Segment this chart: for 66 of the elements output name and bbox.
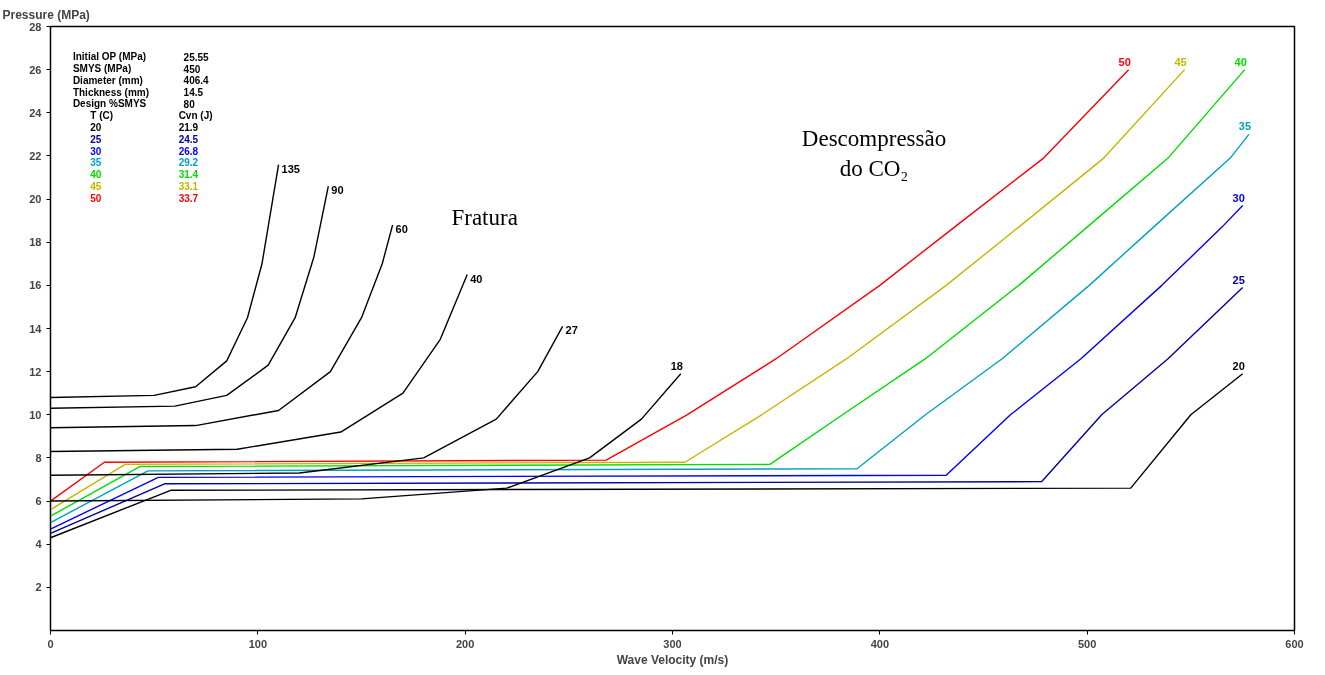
y-tick-label: 16 <box>29 279 42 292</box>
annotation: Cvn (J) <box>178 110 213 122</box>
series-label: 40 <box>1234 55 1247 68</box>
annotation: 406.4 <box>183 75 210 87</box>
annotation: 24.5 <box>178 134 199 145</box>
series-label: 35 <box>1238 120 1252 133</box>
annotation: 30 <box>90 145 102 157</box>
annotation: 45 <box>90 180 102 192</box>
series-label: 135 <box>281 162 300 175</box>
line-series <box>50 204 1244 530</box>
y-tick-label: 28 <box>29 20 42 33</box>
series-label: 60 <box>395 222 408 235</box>
y-tick-label: 10 <box>29 408 42 421</box>
annotation: 50 <box>90 192 102 204</box>
annotation: Design %SMYS <box>72 98 147 110</box>
series-label: 20 <box>1232 359 1245 372</box>
x-tick-label: 400 <box>870 637 890 650</box>
y-tick-label: 6 <box>35 495 42 508</box>
y-tick-label: 8 <box>35 451 42 464</box>
series-label: 90 <box>331 184 344 197</box>
annotation: 33.7 <box>178 192 199 204</box>
y-tick-label: 26 <box>29 63 42 76</box>
x-tick-label: 100 <box>248 637 268 650</box>
annotation: 20 <box>90 122 102 134</box>
y-tick-label: 12 <box>29 365 42 378</box>
y-tick-label: 2 <box>35 581 42 594</box>
annotation: Thickness (mm) <box>72 86 150 98</box>
annotation: 25.55 <box>183 51 210 63</box>
series-label: 50 <box>1118 55 1131 68</box>
series-label: 30 <box>1232 191 1245 204</box>
series-label: 40 <box>470 272 483 285</box>
x-tick-label: 500 <box>1077 637 1097 650</box>
y-tick-label: 20 <box>29 193 42 206</box>
x-axis-title: Wave Velocity (m/s) <box>616 652 729 667</box>
annotation: 40 <box>90 169 102 181</box>
x-tick-label: 0 <box>47 637 54 650</box>
annotation: Diameter (mm) <box>72 74 143 86</box>
annotation: 14.5 <box>183 87 204 99</box>
y-tick-label: 22 <box>29 149 42 162</box>
series-label: 27 <box>565 324 578 337</box>
annotation: 80 <box>183 98 196 110</box>
y-axis-title: Pressure (MPa) <box>2 7 90 22</box>
annotation: 450 <box>183 63 201 75</box>
annotation: 33.1 <box>178 180 199 192</box>
annotation: Initial OP (MPa) <box>72 51 147 63</box>
annotation: 35 <box>90 157 102 169</box>
x-tick-label: 300 <box>663 637 682 650</box>
y-tick-label: 18 <box>29 236 42 249</box>
annotation: Fratura <box>451 205 518 231</box>
annotation: 25 <box>90 134 102 145</box>
y-tick-label: 4 <box>35 538 43 551</box>
series-label: 18 <box>670 359 683 372</box>
annotation: Descompressão do CO₂ <box>801 125 947 181</box>
series-label: 45 <box>1174 55 1187 68</box>
annotation: SMYS (MPa) <box>72 63 132 75</box>
annotation: T (C) <box>90 110 114 122</box>
y-tick-label: 14 <box>29 322 43 335</box>
annotation: 26.8 <box>178 145 199 157</box>
x-tick-label: 200 <box>455 637 475 650</box>
y-tick-label: 24 <box>29 106 43 119</box>
annotation: 31.4 <box>178 169 199 181</box>
line-series <box>50 286 1244 535</box>
series-label: 25 <box>1232 273 1245 286</box>
annotation: 21.9 <box>178 122 199 134</box>
x-tick-label: 600 <box>1285 637 1304 650</box>
annotation: 29.2 <box>178 157 199 169</box>
